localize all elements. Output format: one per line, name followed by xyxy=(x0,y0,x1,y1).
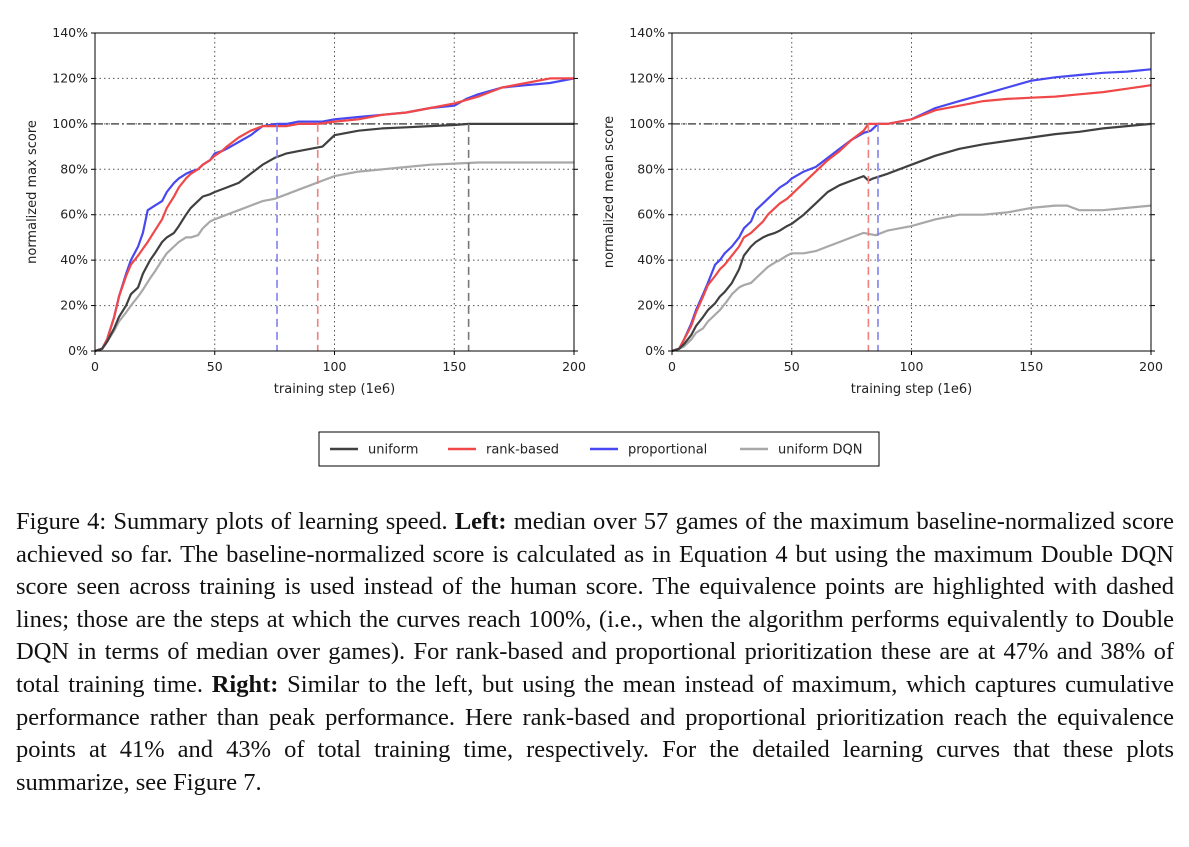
y-tick-label: 100% xyxy=(52,116,88,131)
y-tick-label: 20% xyxy=(60,298,88,313)
y-tick-label: 60% xyxy=(637,207,665,222)
legend: uniform rank-based proportional uniform DQN xyxy=(318,431,880,467)
series-line-uniform-dqn xyxy=(671,204,1152,353)
x-tick-label: 200 xyxy=(1139,359,1163,374)
caption-right-label: Right: xyxy=(211,670,279,698)
caption-prefix: Figure 4: Summary plots of learning spee… xyxy=(16,508,455,535)
x-tick-label: 100 xyxy=(900,359,924,374)
figure-charts: 0% 20% 40% 60% 80% 100% 120% 140% 0 50 100 150 200 tr… xyxy=(25,25,1163,467)
series-line-rank-based xyxy=(94,77,574,353)
x-axis-label: training step (1e6) xyxy=(274,382,395,397)
figure-caption: Figure 4: Summary plots of learning spee… xyxy=(16,506,1174,799)
y-tick-label: 20% xyxy=(637,298,665,313)
caption-right-text: Similar to the left, but using the mean … xyxy=(16,670,1174,796)
y-tick-label: 140% xyxy=(629,25,665,40)
x-tick-label: 0 xyxy=(91,359,99,374)
series-line-proportional xyxy=(671,68,1152,353)
y-tick-label: 100% xyxy=(629,116,665,131)
y-axis-label: normalized mean score xyxy=(602,116,617,268)
y-tick-label: 0% xyxy=(68,343,88,358)
y-tick-label: 40% xyxy=(60,252,88,267)
y-tick-label: 120% xyxy=(629,70,665,85)
x-tick-label: 200 xyxy=(562,359,586,374)
x-tick-label: 150 xyxy=(1019,359,1043,374)
series-line-uniform xyxy=(94,122,574,353)
legend-label-proportional: proportional xyxy=(628,443,707,458)
y-tick-label: 40% xyxy=(637,252,665,267)
x-axis-label: training step (1e6) xyxy=(851,382,972,397)
right-chart-panel: 0% 20% 40% 60% 80% 100% 120% 140% 0 50 100 150 200 tr… xyxy=(602,25,1163,397)
y-tick-label: 80% xyxy=(637,161,665,176)
series-line-rank-based xyxy=(671,84,1152,353)
y-tick-label: 0% xyxy=(645,343,665,358)
legend-label-uniform: uniform xyxy=(368,443,418,458)
x-tick-label: 150 xyxy=(442,359,466,374)
x-tick-label: 50 xyxy=(784,359,800,374)
series-line-uniform-dqn xyxy=(94,161,574,353)
x-tick-label: 0 xyxy=(668,359,676,374)
legend-label-rank-based: rank-based xyxy=(486,443,559,458)
y-tick-label: 140% xyxy=(52,25,88,40)
legend-label-uniform-dqn: uniform DQN xyxy=(778,443,863,458)
left-chart-panel: 0% 20% 40% 60% 80% 100% 120% 140% 0 50 100 150 200 tr… xyxy=(25,25,586,397)
y-tick-label: 60% xyxy=(60,207,88,222)
y-tick-label: 80% xyxy=(60,161,88,176)
x-tick-label: 100 xyxy=(323,359,347,374)
y-axis-label: normalized max score xyxy=(25,120,40,264)
y-tick-label: 120% xyxy=(52,70,88,85)
x-tick-label: 50 xyxy=(207,359,223,374)
caption-left-label: Left: xyxy=(454,508,507,535)
series-line-uniform xyxy=(671,122,1152,353)
caption-left-text: median over 57 games of the maximum base… xyxy=(16,508,1174,698)
